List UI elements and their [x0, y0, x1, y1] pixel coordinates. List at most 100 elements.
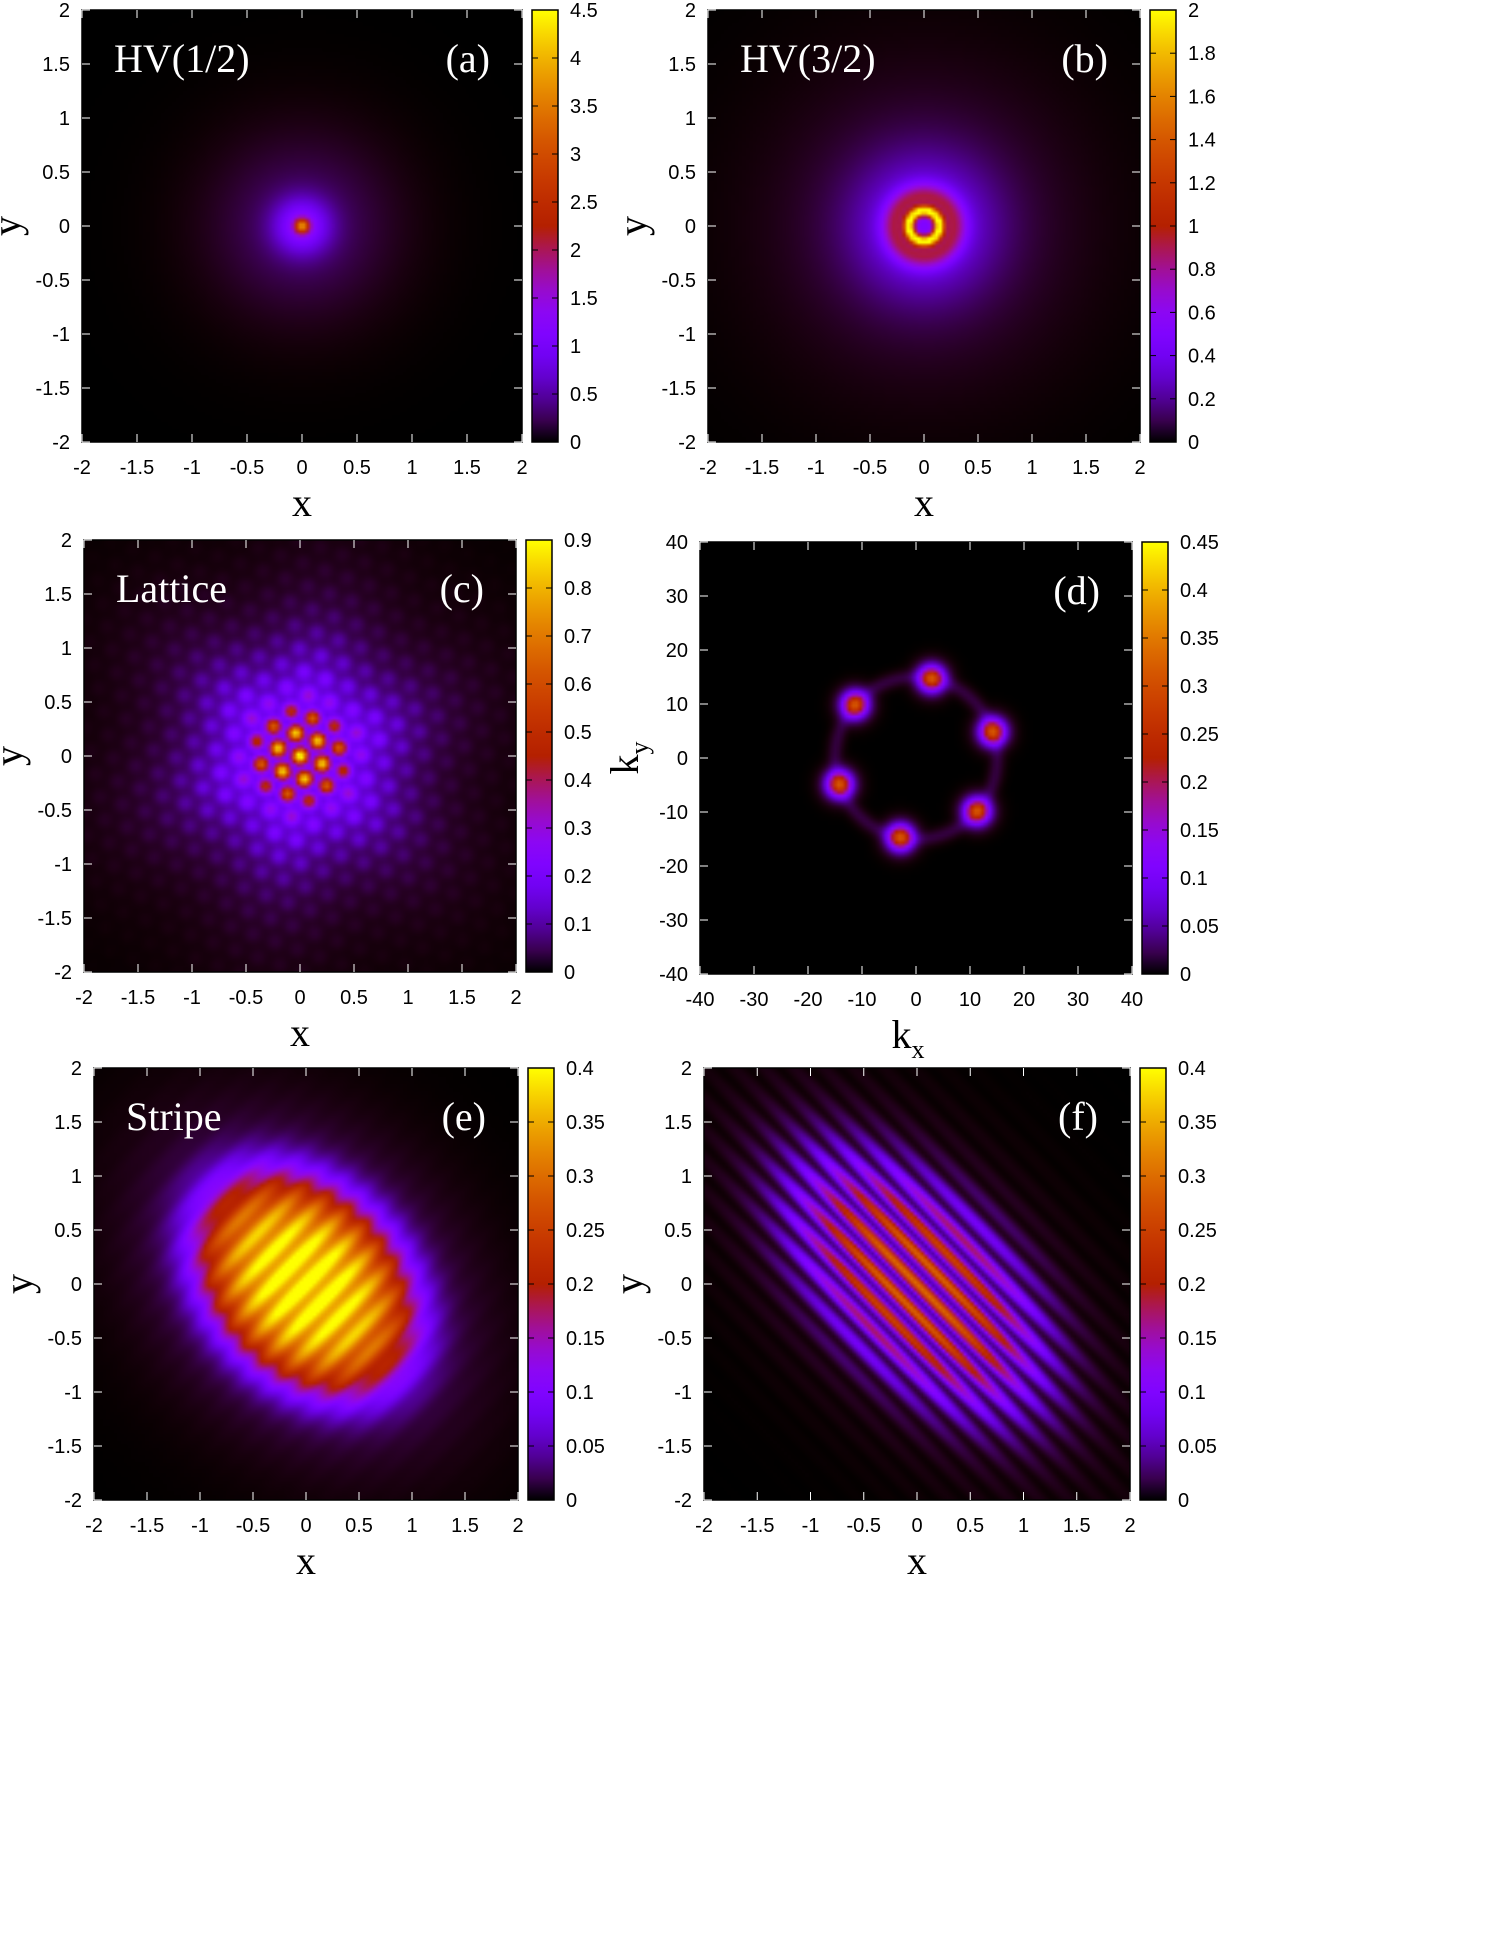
x-axis-label-subscript-d: x [912, 1035, 925, 1064]
y-tick-label-e: -0.5 [48, 1328, 82, 1350]
colorbar-tick-label-c: 0.3 [564, 818, 592, 840]
y-tick-label-e: -2 [64, 1490, 82, 1512]
x-tick-label-f: -2 [695, 1515, 713, 1537]
x-tick-label-f: 0 [911, 1515, 922, 1537]
y-axis-label-a: y [0, 216, 29, 236]
colorbar-tick-label-c: 0.4 [564, 770, 592, 792]
x-tick-label-e: 2 [512, 1515, 523, 1537]
y-tick-label-b: -1 [678, 324, 696, 346]
colorbar-tick-label-c: 0.5 [564, 722, 592, 744]
x-tick-label-f: -0.5 [847, 1515, 881, 1537]
panel-d: -40 -30 -20 -10 0 10 20 30 40 -40 -30 -20 -10 0 10 20 30… [602, 532, 1219, 1064]
colorbar-tick-label-f: 0.05 [1178, 1436, 1217, 1458]
panel-a: -2 -1.5 -1 -0.5 0 0.5 1 1.5 2 -2 -1.5 -1 -0.5 0 0.5 1 1.… [0, 0, 598, 525]
colorbar-tick-label-d: 0.1 [1180, 868, 1208, 890]
y-tick-label-e: 2 [71, 1058, 82, 1080]
colorbar-tick-label-d: 0.2 [1180, 772, 1208, 794]
x-tick-label-a: 2 [516, 457, 527, 479]
x-tick-label-b: 1 [1026, 457, 1037, 479]
x-axis-label-f: x [907, 1538, 927, 1583]
colorbar-tick-label-f: 0.2 [1178, 1274, 1206, 1296]
colorbar-tick-label-f: 0.25 [1178, 1220, 1217, 1242]
colorbar-tick-label-a: 0 [570, 432, 581, 454]
y-tick-label-b: 1.5 [668, 54, 696, 76]
y-tick-label-a: 0.5 [42, 162, 70, 184]
colorbar-tick-label-a: 3.5 [570, 96, 598, 118]
x-tick-label-b: -0.5 [853, 457, 887, 479]
x-tick-label-e: 0.5 [345, 1515, 373, 1537]
colorbar-tick-label-d: 0.45 [1180, 532, 1219, 554]
y-tick-label-b: 1 [685, 108, 696, 130]
y-tick-label-c: -1.5 [38, 908, 72, 930]
colorbar-tick-label-a: 4.5 [570, 0, 598, 22]
x-tick-label-f: 1 [1018, 1515, 1029, 1537]
colorbar-c [525, 539, 553, 973]
y-tick-label-f: -1.5 [658, 1436, 692, 1458]
colorbar-d [1141, 541, 1169, 975]
x-tick-label-b: -2 [699, 457, 717, 479]
colorbar-tick-label-e: 0.3 [566, 1166, 594, 1188]
panel-title-a: HV(1/2) [114, 36, 250, 81]
y-tick-label-a: -1.5 [36, 378, 70, 400]
y-tick-label-e: 0 [71, 1274, 82, 1296]
x-tick-label-c: 2 [510, 987, 521, 1009]
x-tick-label-d: 0 [910, 989, 921, 1011]
heatmap-image-d [700, 542, 1132, 974]
colorbar-tick-label-a: 1.5 [570, 288, 598, 310]
colorbar-tick-label-f: 0.1 [1178, 1382, 1206, 1404]
y-tick-label-f: -1 [674, 1382, 692, 1404]
colorbar-tick-label-e: 0.2 [566, 1274, 594, 1296]
colorbar-tick-label-d: 0.05 [1180, 916, 1219, 938]
colorbar-tick-label-b: 0.4 [1188, 346, 1216, 368]
x-tick-label-d: 10 [959, 989, 981, 1011]
colorbar-tick-label-b: 1.2 [1188, 173, 1216, 195]
panel-c: -2 -1.5 -1 -0.5 0 0.5 1 1.5 2 -2 -1.5 -1 -0.5 0 0.5 1 1.… [0, 530, 592, 1055]
colorbar-tick-label-b: 1.4 [1188, 130, 1216, 152]
x-axis-label-c: x [290, 1010, 310, 1055]
x-tick-label-a: 1.5 [453, 457, 481, 479]
x-tick-label-f: 1.5 [1063, 1515, 1091, 1537]
panel-label-d: (d) [1053, 568, 1100, 613]
y-axis-label-d: ky [602, 742, 654, 775]
y-tick-label-b: 0.5 [668, 162, 696, 184]
x-tick-label-f: 0.5 [956, 1515, 984, 1537]
y-tick-label-c: -1 [54, 854, 72, 876]
colorbar-tick-label-e: 0.05 [566, 1436, 605, 1458]
colorbar-tick-label-b: 1.6 [1188, 86, 1216, 108]
colorbar-tick-label-a: 2.5 [570, 192, 598, 214]
panel-title-b: HV(3/2) [740, 36, 876, 81]
x-tick-label-d: 20 [1013, 989, 1035, 1011]
x-tick-label-b: -1.5 [745, 457, 779, 479]
x-tick-label-e: -1.5 [130, 1515, 164, 1537]
y-tick-label-f: 1.5 [664, 1112, 692, 1134]
colorbar-tick-label-c: 0.6 [564, 674, 592, 696]
x-tick-label-a: 1 [406, 457, 417, 479]
y-tick-label-d: -10 [659, 802, 688, 824]
y-tick-label-d: 0 [677, 748, 688, 770]
colorbar-tick-label-f: 0.4 [1178, 1058, 1206, 1080]
panel-label-b: (b) [1061, 36, 1108, 81]
x-tick-label-c: -0.5 [229, 987, 263, 1009]
colorbar-tick-label-d: 0.15 [1180, 820, 1219, 842]
x-tick-label-d: 40 [1121, 989, 1143, 1011]
colorbar-tick-label-b: 0.6 [1188, 302, 1216, 324]
heatmap-image-f [704, 1068, 1130, 1500]
y-tick-label-a: 0 [59, 216, 70, 238]
x-tick-label-a: -0.5 [230, 457, 264, 479]
colorbar-tick-label-e: 0.25 [566, 1220, 605, 1242]
colorbar-tick-label-a: 2 [570, 240, 581, 262]
y-tick-label-f: 0 [681, 1274, 692, 1296]
x-tick-label-f: 2 [1124, 1515, 1135, 1537]
y-tick-label-e: 0.5 [54, 1220, 82, 1242]
y-tick-label-b: 0 [685, 216, 696, 238]
x-axis-label-b: x [914, 480, 934, 525]
x-tick-label-c: -1 [183, 987, 201, 1009]
x-tick-label-d: -40 [686, 989, 715, 1011]
colorbar-tick-label-a: 4 [570, 48, 581, 70]
y-tick-label-f: -0.5 [658, 1328, 692, 1350]
y-tick-label-e: -1 [64, 1382, 82, 1404]
panel-label-e: (e) [442, 1094, 486, 1139]
y-axis-label-c: y [0, 746, 31, 766]
colorbar-tick-label-e: 0 [566, 1490, 577, 1512]
x-tick-label-b: -1 [807, 457, 825, 479]
